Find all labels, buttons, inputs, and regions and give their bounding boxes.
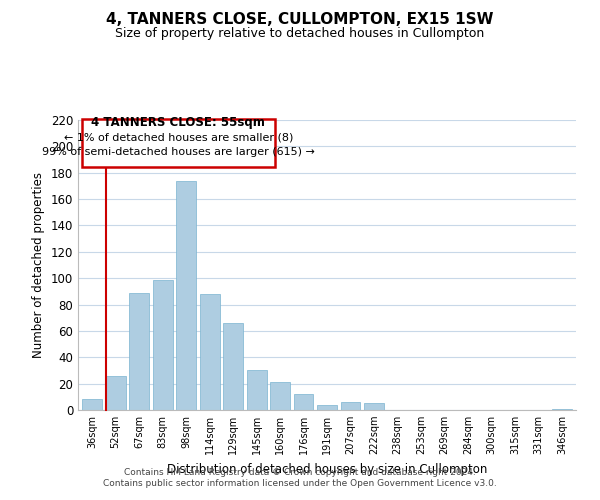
Text: ← 1% of detached houses are smaller (8): ← 1% of detached houses are smaller (8): [64, 132, 293, 142]
Bar: [82, 400, 102, 410]
Y-axis label: Number of detached properties: Number of detached properties: [32, 172, 45, 358]
Bar: [317, 404, 337, 410]
FancyBboxPatch shape: [82, 118, 275, 168]
Text: Contains HM Land Registry data © Crown copyright and database right 2024.
Contai: Contains HM Land Registry data © Crown c…: [103, 468, 497, 487]
Bar: [129, 292, 149, 410]
Text: Size of property relative to detached houses in Cullompton: Size of property relative to detached ho…: [115, 28, 485, 40]
Text: 4, TANNERS CLOSE, CULLOMPTON, EX15 1SW: 4, TANNERS CLOSE, CULLOMPTON, EX15 1SW: [106, 12, 494, 28]
Bar: [552, 408, 572, 410]
Bar: [106, 376, 125, 410]
Bar: [341, 402, 361, 410]
Bar: [293, 394, 313, 410]
Bar: [223, 323, 243, 410]
Text: 99% of semi-detached houses are larger (615) →: 99% of semi-detached houses are larger (…: [42, 146, 315, 156]
Bar: [200, 294, 220, 410]
Bar: [270, 382, 290, 410]
Bar: [364, 404, 384, 410]
Bar: [152, 280, 173, 410]
X-axis label: Distribution of detached houses by size in Cullompton: Distribution of detached houses by size …: [167, 462, 487, 475]
Text: 4 TANNERS CLOSE: 55sqm: 4 TANNERS CLOSE: 55sqm: [91, 116, 265, 129]
Bar: [247, 370, 266, 410]
Bar: [176, 180, 196, 410]
